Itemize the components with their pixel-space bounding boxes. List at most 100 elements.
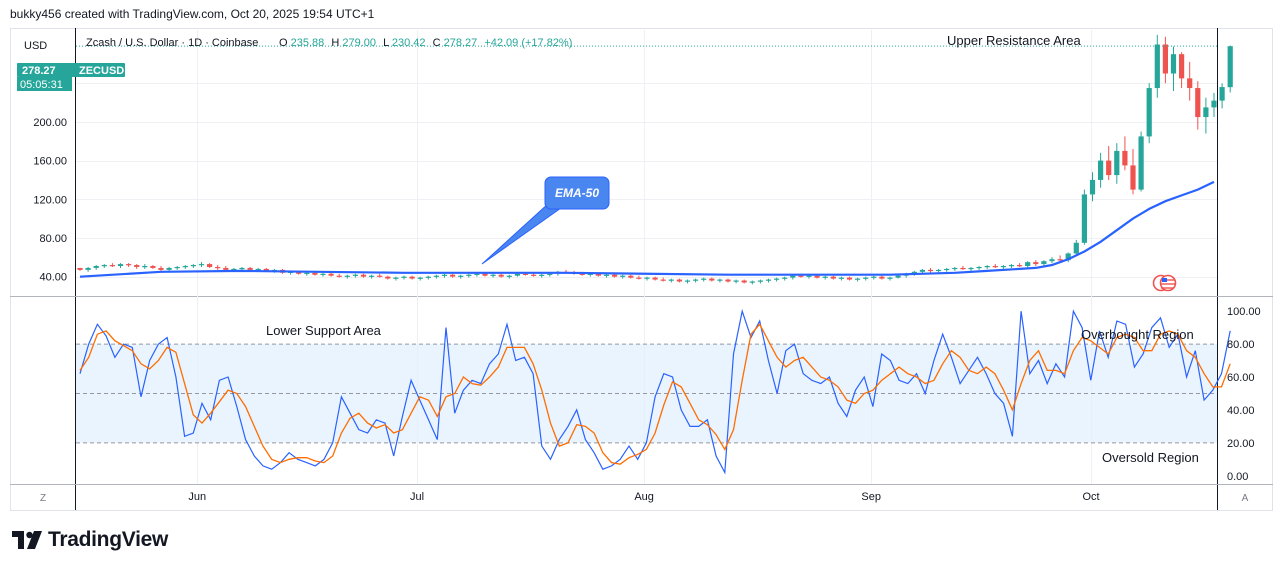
candle-body	[377, 275, 383, 277]
close-value: 278.27	[444, 37, 478, 49]
candle-body	[1187, 78, 1193, 89]
candle-body	[417, 277, 423, 279]
candle-body	[960, 267, 966, 270]
candle-body	[239, 267, 245, 270]
candle-body	[927, 269, 934, 272]
candle-body	[1130, 165, 1136, 190]
ema-50-line	[79, 180, 1215, 278]
oversold-label: Oversold Region	[1102, 450, 1199, 465]
candle-body	[976, 266, 982, 269]
candle-body	[304, 272, 310, 274]
candle-body	[352, 274, 358, 276]
candle-body	[247, 267, 253, 270]
chart-credit: bukky456 created with TradingView.com, O…	[10, 7, 375, 21]
candle-body	[296, 271, 302, 274]
candle-body	[693, 279, 699, 281]
price-axis-tick: 40.00	[39, 272, 67, 284]
candle-body	[822, 276, 828, 278]
auto-scale-button[interactable]: A	[1242, 493, 1249, 504]
candle-body	[182, 266, 188, 268]
oscillator-axis-tick: 100.00	[1227, 306, 1261, 318]
candle-body	[1098, 160, 1104, 180]
candle-body	[855, 278, 861, 280]
candle-body	[709, 278, 715, 281]
candle-body	[1017, 265, 1023, 267]
oscillator-axis-tick: 0.00	[1227, 471, 1248, 483]
candle-body	[1203, 107, 1209, 118]
flag-canton	[1162, 278, 1167, 282]
candle-body	[77, 267, 83, 270]
candle-body	[814, 275, 820, 278]
candle-body	[895, 275, 901, 278]
candle-body	[774, 278, 780, 280]
candle-body	[158, 267, 164, 270]
candle-body	[846, 277, 853, 280]
stoch-d-line	[79, 323, 1231, 465]
candle-body	[782, 277, 788, 279]
price-axis-tick: 120.00	[33, 194, 67, 206]
tradingview-logo[interactable]: TradingView	[12, 528, 168, 552]
oscillator-axis-tick: 20.00	[1227, 438, 1255, 450]
price-axis-tick: 80.00	[39, 233, 67, 245]
low-label: L	[383, 37, 389, 49]
candle-body	[863, 277, 869, 279]
candle-body	[1065, 253, 1071, 261]
candles	[77, 34, 1233, 285]
candle-body	[1081, 194, 1087, 243]
candle-body	[450, 274, 456, 277]
candle-body	[498, 274, 504, 277]
candle-body	[660, 279, 666, 281]
price-axis-unit: USD	[24, 40, 47, 52]
candle-body	[830, 276, 836, 279]
candle-body	[117, 264, 124, 267]
candle-body	[482, 273, 488, 276]
candle-body	[1057, 259, 1063, 261]
candle-body	[1122, 150, 1128, 166]
tradingview-logo-icon	[12, 531, 42, 549]
candle-body	[1195, 88, 1201, 118]
ema-callout-box	[544, 176, 610, 210]
time-axis-label: Oct	[1082, 491, 1099, 503]
candle-body	[579, 273, 585, 275]
high-value: 279.00	[342, 37, 376, 49]
candle-body	[1049, 259, 1055, 262]
candle-body	[806, 275, 812, 277]
candle-body	[109, 265, 115, 267]
candle-body	[1073, 242, 1079, 254]
candle-body	[101, 265, 107, 267]
candle-body	[1138, 136, 1144, 190]
candle-body	[369, 275, 375, 277]
candle-body	[312, 272, 318, 275]
countdown-bg	[17, 77, 72, 91]
candle-body	[741, 280, 747, 283]
upper-resistance-label: Upper Resistance Area	[947, 33, 1081, 48]
us-flag-icon[interactable]	[1152, 274, 1177, 292]
candle-body	[425, 276, 431, 278]
candle-body	[684, 280, 691, 282]
candle-body	[466, 274, 472, 276]
candle-body	[344, 275, 350, 277]
time-axis-label: Jul	[410, 491, 424, 503]
timezone-button[interactable]: Z	[40, 493, 46, 504]
oscillator-axis-tick: 60.00	[1227, 372, 1255, 384]
price-tag-bg	[17, 63, 125, 77]
candle-body	[458, 275, 464, 277]
candle-body	[652, 277, 658, 280]
candle-body	[603, 274, 610, 276]
candle-body	[522, 273, 529, 275]
candle-body	[968, 267, 974, 270]
candle-body	[360, 274, 367, 277]
symbol-name: Zcash / U.S. Dollar · 1D · Coinbase	[86, 37, 258, 49]
candle-body	[142, 266, 148, 268]
candle-body	[1154, 44, 1160, 89]
oscillator-axis-ticks: 100.00 80.00 60.00 40.00 20.00 0.00	[1227, 306, 1261, 483]
candle-body	[911, 271, 917, 274]
candle-body	[587, 273, 593, 275]
candle-body	[474, 273, 480, 275]
candle-body	[401, 276, 407, 278]
lower-support-label: Lower Support Area	[266, 323, 382, 338]
ohlc-line: O 235.88 H 279.00 L 230.42 C 278.27 +42.…	[279, 37, 572, 49]
candle-body	[263, 268, 269, 271]
